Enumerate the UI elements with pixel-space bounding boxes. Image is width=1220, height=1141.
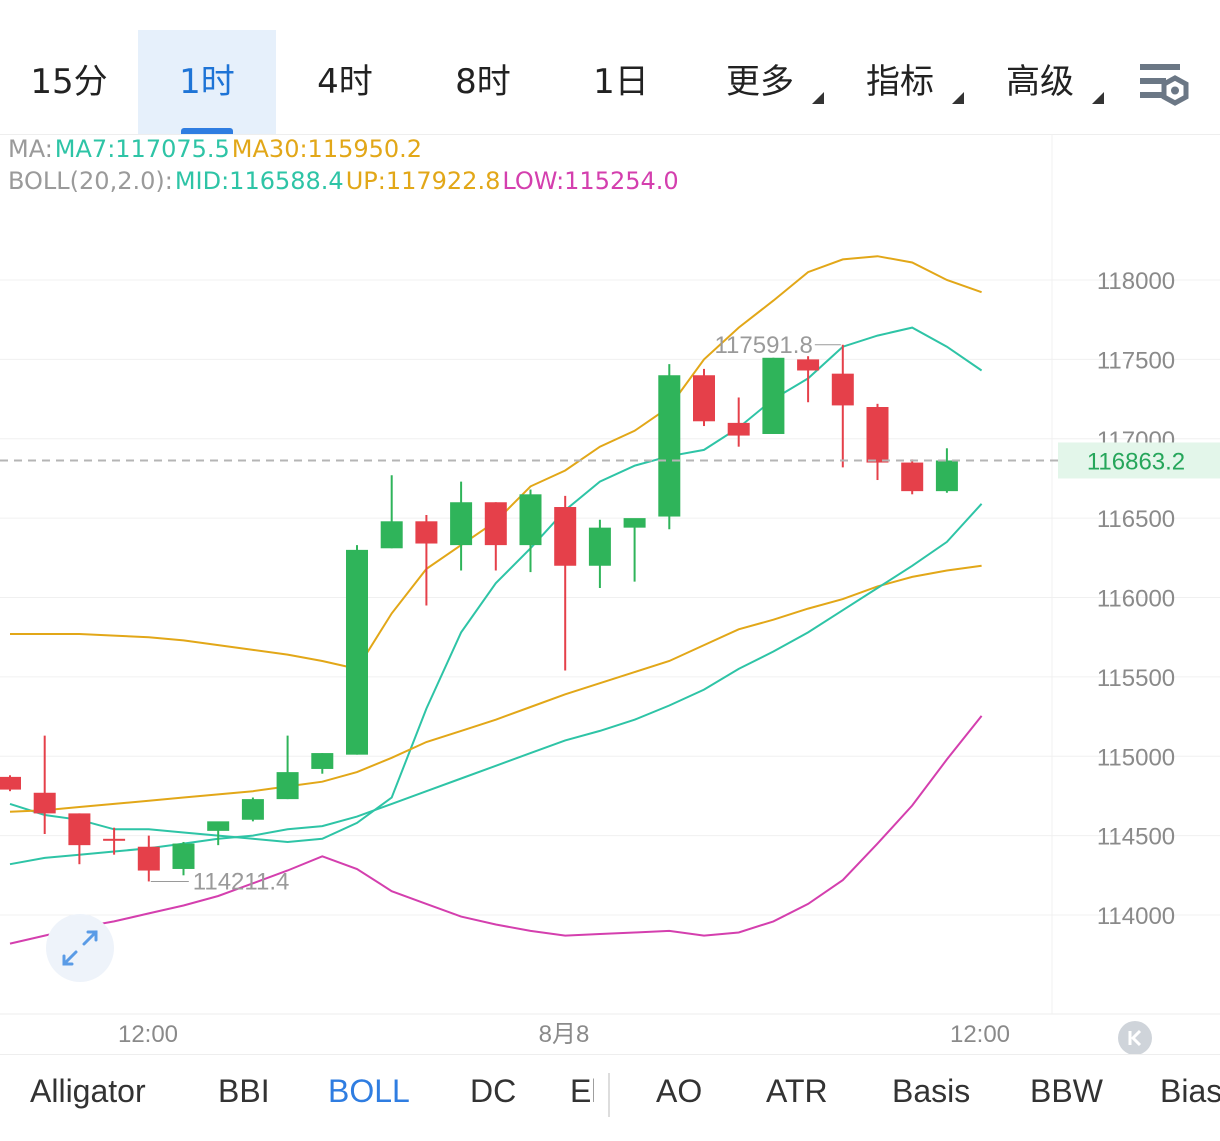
boll-legend: BOLL(20,2.0):MID:116588.4UP:117922.8LOW:… (8, 166, 681, 196)
current-price-badge (1058, 442, 1220, 479)
indicator-tab-el[interactable]: El (570, 1073, 594, 1109)
time-axis: 12:00 8月8 12:00 (118, 1021, 1010, 1048)
indicator-lines (9, 255, 983, 945)
price-tick-label: 114000 (1097, 903, 1175, 930)
series-line-boll-up (10, 255, 982, 671)
candle-body (311, 753, 334, 769)
expand-icon[interactable] (46, 914, 114, 982)
candle-body (519, 494, 542, 546)
advanced-dropdown[interactable]: 高级 (970, 30, 1110, 134)
candle-body (207, 821, 230, 831)
high-price-label: 117591.8 (714, 332, 812, 359)
candle-body (103, 838, 126, 841)
time-tick-label: 8月8 (539, 1021, 590, 1048)
indicator-tab-atr[interactable]: ATR (766, 1073, 828, 1109)
candlesticks (0, 344, 958, 882)
indicator-tab-ao[interactable]: AO (656, 1073, 703, 1109)
candle-body (276, 772, 299, 800)
candle-body (0, 776, 21, 790)
indicator-separator (608, 1073, 610, 1117)
candle-body (901, 462, 924, 492)
candle-body (831, 373, 854, 406)
scroll-to-latest-icon[interactable] (1118, 1021, 1152, 1054)
indicator-tab-bbi[interactable]: BBI (218, 1073, 270, 1109)
ma7-value: MA7:117075.5 (54, 135, 230, 163)
candle-body (346, 549, 368, 755)
candle-body (797, 359, 820, 371)
candle-body (658, 375, 681, 517)
timeframe-bar: 15分 1时 4时 8时 1日 更多 指标 高级 (0, 30, 1220, 135)
more-label: 更多 (726, 62, 794, 102)
time-tick-label: 12:00 (118, 1021, 178, 1048)
candle-body (623, 518, 646, 528)
price-tick-label: 116000 (1097, 586, 1175, 613)
tab-8h[interactable]: 8时 (455, 62, 511, 102)
candle-body (484, 502, 507, 546)
time-tick-label: 12:00 (950, 1021, 1010, 1048)
dropdown-arrow-icon (1092, 92, 1104, 104)
low-price-label: 114211.4 (193, 868, 290, 895)
indicator-tab-boll[interactable]: BOLL (328, 1073, 410, 1109)
indicators-label: 指标 (866, 62, 934, 102)
indicator-tab-alligator[interactable]: Alligator (30, 1073, 146, 1109)
candle-body (935, 460, 958, 492)
candle-body (450, 502, 473, 546)
candle-body (727, 422, 750, 436)
more-dropdown[interactable]: 更多 (690, 30, 830, 134)
indicators-dropdown[interactable]: 指标 (830, 30, 970, 134)
ma-legend-label: MA: (8, 135, 53, 163)
boll-low-value: LOW:115254.0 (502, 167, 679, 195)
candle-body (68, 813, 91, 846)
tab-15m[interactable]: 15分 (30, 62, 108, 102)
price-tick-label: 115000 (1097, 744, 1175, 771)
series-line-boll-mid-2 (9, 503, 983, 866)
advanced-label: 高级 (1006, 62, 1074, 102)
candle-body (380, 521, 403, 549)
series-line-boll-mid (9, 326, 983, 844)
candle-body (866, 407, 889, 463)
price-tick-label: 117500 (1097, 347, 1175, 374)
price-chart[interactable]: 1180001175001170001165001160001155001150… (0, 134, 1220, 1054)
candle-body (554, 507, 577, 566)
candle-body (693, 375, 715, 422)
indicator-tab-bbw[interactable]: BBW (1030, 1073, 1103, 1109)
chart-settings-icon[interactable] (1130, 60, 1194, 110)
indicator-tab-basis[interactable]: Basis (892, 1073, 971, 1109)
candle-body (415, 521, 438, 544)
boll-mid-value: MID:116588.4 (174, 167, 344, 195)
series-line-ma30 (9, 564, 982, 813)
boll-legend-label: BOLL(20,2.0): (8, 167, 173, 195)
dropdown-arrow-icon (952, 92, 964, 104)
candle-body (33, 792, 56, 814)
candle-body (762, 357, 785, 434)
tab-1h[interactable]: 1时 (138, 30, 276, 134)
price-annotations: 117591.8 114211.4 (150, 332, 841, 895)
ma30-value: MA30:115950.2 (231, 135, 423, 163)
indicator-tab-bias[interactable]: Bias (1160, 1073, 1220, 1109)
price-tick-label: 118000 (1097, 268, 1175, 295)
price-tick-label: 116500 (1097, 506, 1175, 533)
price-tick-label: 114500 (1097, 824, 1175, 851)
candle-body (241, 799, 264, 820)
tab-4h[interactable]: 4时 (317, 62, 373, 102)
tab-1d[interactable]: 1日 (593, 62, 649, 102)
indicator-tab-dc[interactable]: DC (470, 1073, 517, 1109)
series-line-boll-low (9, 715, 983, 945)
dropdown-arrow-icon (812, 92, 824, 104)
candle-body (172, 843, 195, 869)
boll-up-value: UP:117922.8 (345, 167, 501, 195)
current-price-label: 116863.2 (1087, 448, 1185, 475)
price-tick-label: 115500 (1097, 665, 1175, 692)
candle-body (588, 527, 611, 566)
grid-lines (0, 134, 1220, 1015)
ma-legend: MA:MA7:117075.5MA30:115950.2 (8, 134, 424, 164)
indicator-tab-bar: Alligator BBI BOLL DC El AO ATR Basis BB… (0, 1054, 1220, 1141)
price-axis: 1180001175001170001165001160001155001150… (0, 268, 1220, 930)
candle-body (137, 846, 160, 871)
